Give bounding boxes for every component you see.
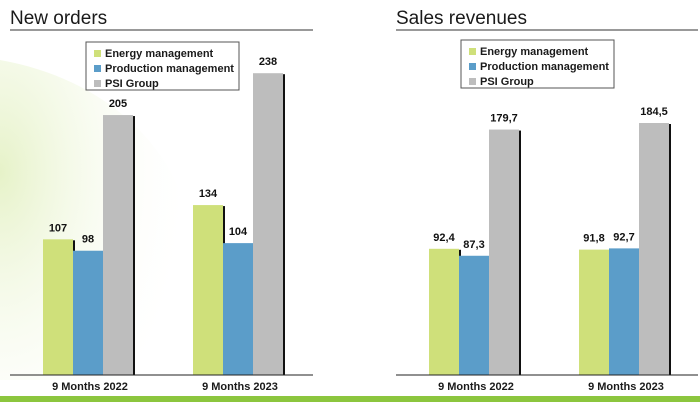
category-label: 9 Months 2023	[202, 381, 278, 393]
category-label: 9 Months 2022	[438, 381, 514, 393]
bar-psi	[639, 123, 669, 375]
legend-label-production: Production management	[105, 63, 234, 75]
value-label: 87,3	[463, 239, 484, 251]
legend-swatch-psi	[469, 78, 476, 85]
legend: Energy management Production management PS…	[460, 39, 615, 89]
legend-box	[460, 39, 615, 89]
legend-label-energy: Energy management	[105, 48, 214, 60]
legend-label-psi: PSI Group	[105, 78, 159, 90]
bar-energy	[429, 248, 459, 375]
legend-swatch-production	[94, 65, 101, 72]
bar-production	[223, 243, 253, 375]
value-label: 91,8	[583, 233, 604, 245]
footer-strip	[0, 396, 700, 402]
legend-label-energy: Energy management	[480, 46, 589, 58]
value-label: 104	[229, 226, 248, 238]
value-label: 205	[109, 98, 127, 110]
bar-production	[73, 250, 103, 375]
bar-group: 92,4 87,3 179,7 9 Months 2022 91,8 92,7 184,5 9…	[429, 106, 671, 393]
legend-swatch-energy	[94, 50, 101, 57]
value-label: 134	[199, 188, 218, 200]
panel-title: New orders	[10, 8, 107, 29]
legend-box	[85, 41, 240, 91]
legend-label-production: Production management	[480, 61, 609, 73]
bar-energy	[579, 249, 609, 375]
bar-psi	[103, 115, 133, 376]
panel-new-orders: New orders Energy management Production m…	[10, 8, 313, 393]
category-label: 9 Months 2023	[588, 381, 664, 393]
bar-psi	[253, 73, 283, 375]
legend-swatch-production	[469, 63, 476, 70]
legend-label-psi: PSI Group	[480, 76, 534, 88]
bar-energy	[193, 205, 223, 375]
bar-group: 107 98 205 9 Months 2022 134 104 238 9 Months 2…	[43, 56, 285, 393]
legend-swatch-energy	[469, 48, 476, 55]
value-label: 179,7	[490, 113, 518, 125]
value-label: 107	[49, 222, 67, 234]
value-label: 92,4	[433, 232, 455, 244]
bar-production	[459, 255, 489, 375]
category-label: 9 Months 2022	[52, 381, 128, 393]
value-label: 184,5	[640, 106, 668, 118]
legend: Energy management Production management PS…	[85, 41, 240, 91]
bar-energy	[43, 239, 73, 375]
value-label: 98	[82, 234, 94, 246]
value-label: 92,7	[613, 231, 634, 243]
value-label: 238	[259, 56, 277, 68]
bar-psi	[489, 129, 519, 375]
bar-production	[609, 248, 639, 375]
panel-title: Sales revenues	[396, 8, 527, 29]
panel-sales-revenues: Sales revenues Energy management Producti…	[396, 8, 698, 393]
legend-swatch-psi	[94, 80, 101, 87]
